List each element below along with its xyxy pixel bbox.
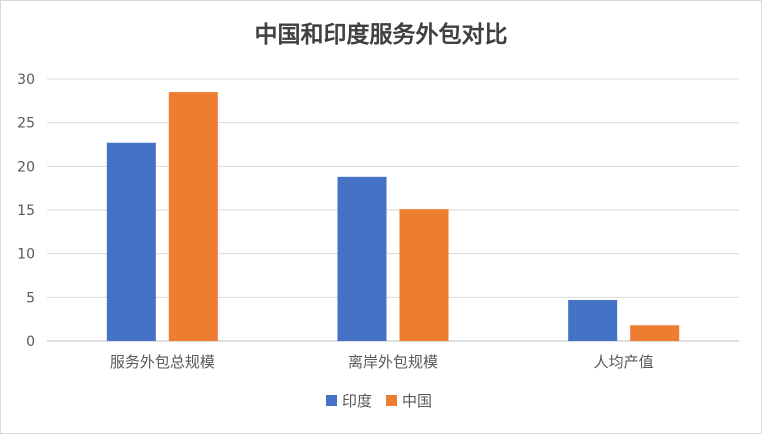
legend: 印度 中国 bbox=[326, 392, 432, 410]
bar-india-2 bbox=[568, 299, 618, 341]
bar-china-1 bbox=[399, 209, 449, 341]
bar-india-1 bbox=[337, 176, 387, 341]
y-tick-label: 0 bbox=[26, 334, 35, 350]
y-tick-label: 25 bbox=[17, 116, 35, 132]
legend-item-china: 中国 bbox=[386, 392, 432, 410]
y-tick-label: 5 bbox=[26, 290, 35, 306]
x-category-label: 服务外包总规模 bbox=[110, 353, 215, 371]
bars bbox=[106, 92, 680, 341]
bar-china-0 bbox=[168, 92, 218, 341]
legend-swatch bbox=[326, 395, 337, 406]
gridlines bbox=[47, 78, 739, 342]
chart-title: 中国和印度服务外包对比 bbox=[255, 21, 508, 48]
legend-swatch bbox=[386, 395, 397, 406]
y-tick-label: 15 bbox=[17, 203, 35, 219]
x-axis-categories: 服务外包总规模 离岸外包规模 人均产值 bbox=[110, 353, 654, 371]
y-tick-label: 10 bbox=[17, 247, 35, 263]
legend-label: 印度 bbox=[342, 392, 372, 410]
x-category-label: 人均产值 bbox=[594, 353, 654, 371]
y-axis-ticks: 0 5 10 15 20 25 30 bbox=[17, 72, 35, 350]
y-tick-label: 20 bbox=[17, 159, 35, 175]
bar-india-0 bbox=[106, 142, 156, 341]
x-category-label: 离岸外包规模 bbox=[348, 353, 438, 371]
bar-china-2 bbox=[630, 325, 680, 341]
legend-item-india: 印度 bbox=[326, 392, 372, 410]
legend-label: 中国 bbox=[402, 392, 432, 410]
y-tick-label: 30 bbox=[17, 72, 35, 88]
